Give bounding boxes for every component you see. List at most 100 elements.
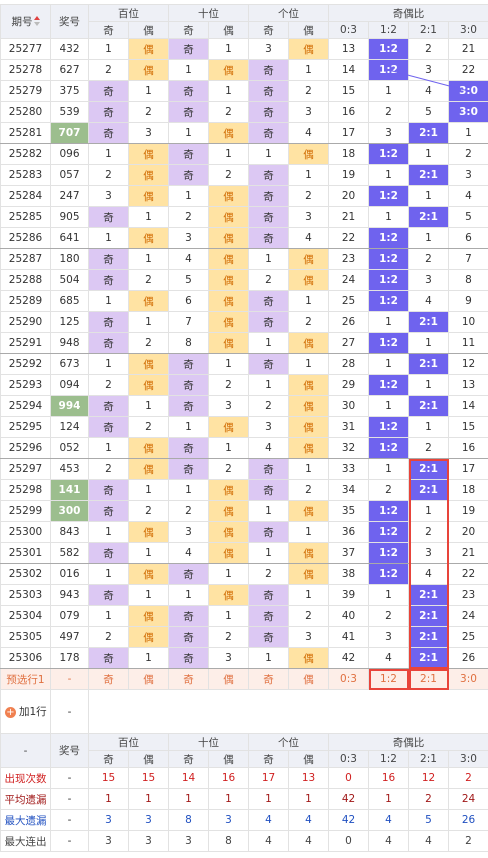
cell: 偶 xyxy=(128,59,169,81)
cell: 偶 xyxy=(288,248,329,270)
row: 25300 843 1 偶 3 偶奇 1 36 1:2 2 20 xyxy=(0,521,488,543)
cell: 奇 xyxy=(88,395,129,417)
stat-label: 出现次数 xyxy=(0,767,51,789)
cell: 1 xyxy=(408,500,449,522)
sort-icon[interactable] xyxy=(33,15,40,29)
stat-value: 4 xyxy=(288,809,329,831)
cell: 1 xyxy=(368,353,409,375)
stat-value: 42 xyxy=(328,788,369,810)
cell: 奇 xyxy=(168,605,209,627)
cell: 3 xyxy=(408,542,449,564)
cell: 38 xyxy=(328,563,369,585)
cell: 奇 xyxy=(168,101,209,123)
preselect-cell[interactable]: 2:1 xyxy=(408,668,449,690)
cell: 奇 xyxy=(168,437,209,459)
cell: 1 xyxy=(88,38,129,60)
cell: 1 xyxy=(288,290,329,312)
number: 300 xyxy=(50,500,89,522)
cell: 3 xyxy=(88,185,129,207)
issue: 25293 xyxy=(0,374,51,396)
cell: 1 xyxy=(128,311,169,333)
cell: 7 xyxy=(168,311,209,333)
issue: 25295 xyxy=(0,416,51,438)
preselect-cell[interactable]: 偶 xyxy=(128,668,169,690)
number: 843 xyxy=(50,521,89,543)
cell: 2 xyxy=(208,626,249,648)
row: 25280 539 奇 2 奇 2 奇 3 16 2 5 3:0 xyxy=(0,101,488,123)
stat-value: 3 xyxy=(88,809,129,831)
stat-value: 24 xyxy=(448,788,488,810)
cell: 34 xyxy=(328,479,369,501)
issue: 25299 xyxy=(0,500,51,522)
group-header: 个位 xyxy=(248,733,329,751)
cell: 2 xyxy=(128,416,169,438)
cell: 偶 xyxy=(208,584,249,606)
issue: 25298 xyxy=(0,479,51,501)
cell: 1 xyxy=(288,353,329,375)
cell: 奇 xyxy=(248,458,289,480)
cell: 偶 xyxy=(128,563,169,585)
cell: 2:1 xyxy=(408,164,449,186)
preselect-cell[interactable]: 奇 xyxy=(88,668,129,690)
cell: 奇 xyxy=(248,227,289,249)
preselect-cell[interactable]: 3:0 xyxy=(448,668,488,690)
cell: 3 xyxy=(168,521,209,543)
cell: 偶 xyxy=(288,500,329,522)
preselect-cell[interactable]: 1:2 xyxy=(368,668,409,690)
cell: 奇 xyxy=(88,647,129,669)
cell: 奇 xyxy=(248,521,289,543)
cell: 35 xyxy=(328,500,369,522)
preselect-cell[interactable]: 偶 xyxy=(208,668,249,690)
cell: 1 xyxy=(208,353,249,375)
issue: 25277 xyxy=(0,38,51,60)
sub-header: 奇 xyxy=(168,750,209,768)
issue: 25288 xyxy=(0,269,51,291)
cell: 5 xyxy=(448,206,488,228)
cell: 1 xyxy=(168,416,209,438)
row: 25294 994 奇 1 奇 3 2 偶 30 1 2:1 14 xyxy=(0,395,488,417)
add-row-label[interactable]: 加1行 xyxy=(19,706,47,718)
cell: 1:2 xyxy=(368,248,409,270)
stat-dash: - xyxy=(50,830,89,852)
cell: 1:2 xyxy=(368,38,409,60)
sub-header: 0:3 xyxy=(328,750,369,768)
plus-icon[interactable]: + xyxy=(5,706,16,718)
row: - 奖号 百位 十位 个位 奇偶比 xyxy=(0,733,488,768)
cell: 31 xyxy=(328,416,369,438)
cell: 2:1 xyxy=(408,605,449,627)
cell: 4 xyxy=(168,248,209,270)
cell: 1 xyxy=(88,563,129,585)
cell: 偶 xyxy=(208,269,249,291)
sub-header: 奇 xyxy=(168,21,209,39)
group-header: 奇偶比 xyxy=(328,4,488,22)
cell: 偶 xyxy=(128,164,169,186)
row: 出现次数 -15 15 14 16 17 13 0 16 12 2 xyxy=(0,767,488,789)
row: 25303 943 奇 1 1 偶奇 1 39 1 2:1 23 xyxy=(0,584,488,606)
cell: 1 xyxy=(128,248,169,270)
add-row[interactable]: + 加1行 xyxy=(0,689,51,734)
cell: 1 xyxy=(208,605,249,627)
cell: 2 xyxy=(368,101,409,123)
cell: 1 xyxy=(248,374,289,396)
stat-value: 4 xyxy=(248,809,289,831)
cell: 偶 xyxy=(208,206,249,228)
cell: 1:2 xyxy=(368,563,409,585)
sub-header: 偶 xyxy=(288,750,329,768)
cell: 1 xyxy=(208,80,249,102)
cell: 1 xyxy=(408,332,449,354)
stat-value: 1 xyxy=(168,788,209,810)
number: 125 xyxy=(50,311,89,333)
issue: 25284 xyxy=(0,185,51,207)
preselect-cell[interactable]: 0:3 xyxy=(328,668,369,690)
preselect-label: 预选行1 xyxy=(0,668,51,690)
row: 25288 504 奇 2 5 偶 2 偶 24 1:2 3 8 xyxy=(0,269,488,291)
preselect-cell[interactable]: 偶 xyxy=(288,668,329,690)
cell: 1 xyxy=(88,290,129,312)
preselect-number: - xyxy=(50,668,89,690)
stat-value: 3 xyxy=(128,830,169,852)
stat-value: 1 xyxy=(248,788,289,810)
preselect-cell[interactable]: 奇 xyxy=(248,668,289,690)
issue-header[interactable]: 期号 xyxy=(0,4,51,39)
preselect-cell[interactable]: 奇 xyxy=(168,668,209,690)
cell: 1 xyxy=(128,584,169,606)
